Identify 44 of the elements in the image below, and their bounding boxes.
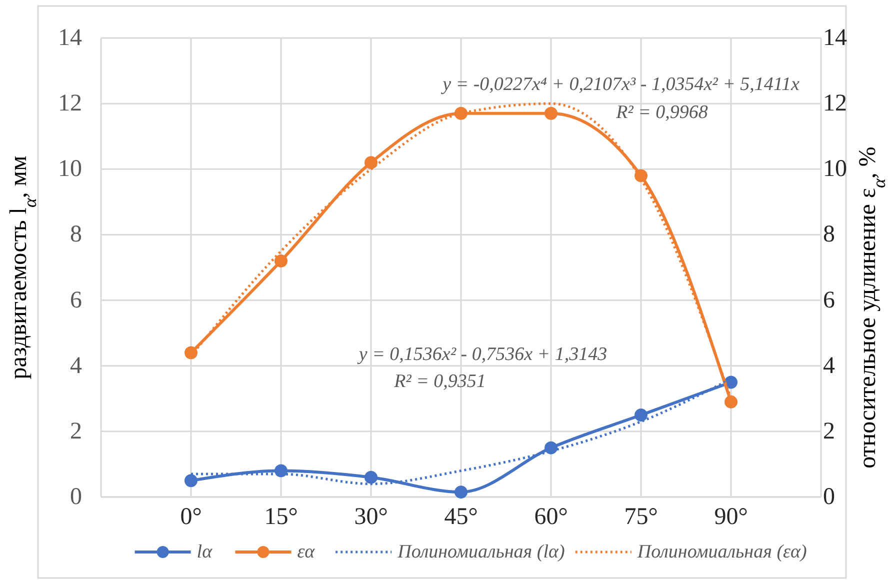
annotation: y = 0,1536x² - 0,7536x + 1,3143 (356, 344, 608, 365)
annotation: R² = 0,9968 (615, 102, 708, 123)
y2-tick-label: 12 (823, 90, 847, 117)
point (544, 106, 558, 120)
x-tick-label: 60° (534, 504, 568, 530)
point (364, 156, 378, 170)
y2-tick-label: 6 (823, 287, 835, 314)
annotation: R² = 0,9351 (393, 371, 486, 392)
point (454, 106, 468, 120)
y2-tick-label: 8 (823, 222, 835, 248)
point (724, 395, 738, 408)
y2-tick-label: 10 (823, 156, 847, 182)
y-tick-label: 12 (58, 90, 82, 117)
x-tick-label: 0° (180, 504, 202, 530)
y-tick-label: 4 (70, 352, 82, 379)
point (454, 486, 468, 499)
point (634, 169, 648, 182)
y-tick-label: 8 (70, 222, 82, 248)
x-tick-label: 75° (624, 504, 658, 530)
y-tick-label: 0 (70, 484, 82, 510)
x-tick-label: 30° (354, 504, 388, 530)
point (274, 464, 288, 478)
point (544, 441, 558, 454)
point (364, 470, 378, 484)
point (634, 408, 648, 422)
y2-tick-label: 2 (823, 418, 835, 444)
point (184, 346, 198, 360)
y2-tick-label: 4 (823, 352, 835, 379)
y-tick-label: 2 (70, 418, 82, 444)
legend-label: Полиномиальная (εα) (636, 542, 807, 562)
annotation: y = -0,0227x⁴ + 0,2107x³ - 1,0354x² + 5,1411x (440, 74, 800, 95)
point (274, 254, 288, 268)
x-tick-label: 15° (264, 504, 298, 530)
legend-label: εα (297, 542, 316, 562)
legend-label: lα (196, 542, 214, 562)
legend-label: Полиномиальная (lα) (396, 542, 565, 562)
y-tick-label: 6 (70, 287, 82, 314)
y-tick-label: 10 (58, 156, 82, 182)
y2-tick-label: 14 (823, 25, 847, 51)
y-tick-label: 14 (58, 25, 82, 51)
y2-tick-label: 0 (823, 484, 835, 510)
x-tick-label: 90° (714, 504, 748, 530)
point (184, 474, 198, 488)
x-tick-label: 45° (444, 504, 478, 530)
